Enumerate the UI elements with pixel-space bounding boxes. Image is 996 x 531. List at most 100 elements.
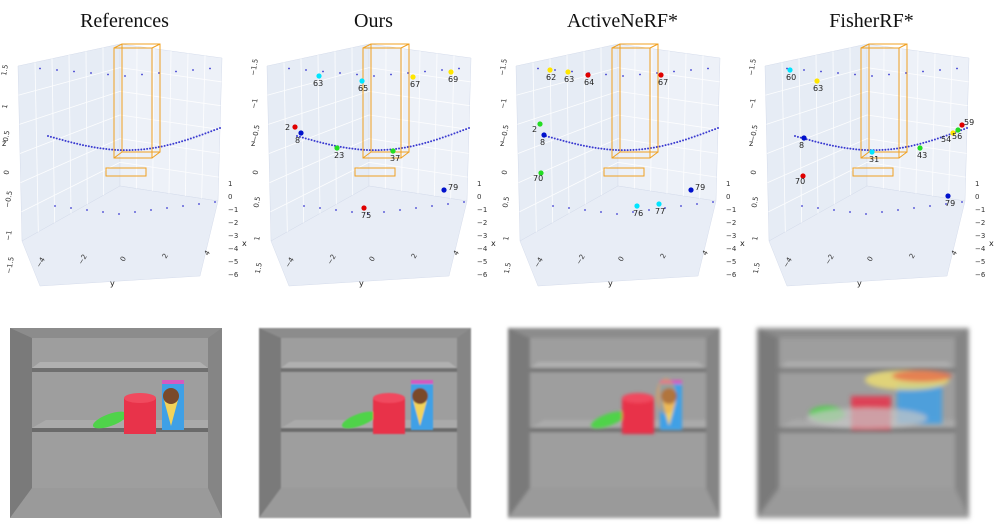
camera-dot — [933, 138, 936, 141]
camera-dot — [670, 142, 673, 145]
camera-dot — [552, 205, 554, 207]
camera-dot — [690, 136, 693, 139]
x-tick-label: −1 — [228, 206, 238, 214]
camera-dot — [415, 144, 418, 147]
selected-view-marker — [359, 78, 365, 84]
scene-bounding-box — [105, 43, 161, 177]
camera-dot — [936, 137, 939, 140]
camera-dot — [55, 137, 58, 140]
camera-dot — [134, 148, 137, 151]
grid-lines — [267, 46, 471, 232]
camera-dot — [102, 211, 104, 213]
floor-pane — [768, 185, 966, 287]
y-tick-label: 2 — [161, 252, 170, 260]
camera-dot — [676, 141, 679, 144]
selected-view-label: 77 — [655, 207, 665, 216]
camera-dot — [322, 142, 325, 145]
green-object — [92, 411, 128, 429]
camera-dot — [887, 148, 890, 151]
camera-dot — [58, 138, 61, 141]
camera-dot — [70, 207, 72, 209]
camera-dot — [616, 213, 618, 215]
camera-dot — [854, 73, 856, 76]
z-tick-label: −1 — [499, 98, 509, 110]
camera-dot — [584, 209, 586, 211]
camera-dot — [351, 147, 354, 150]
scene-objects — [341, 380, 433, 434]
camera-dot — [465, 128, 468, 131]
column-title-references: References — [80, 10, 169, 32]
camera-dot — [356, 73, 358, 76]
z-tick-label: 1.5 — [752, 262, 762, 274]
camera-dot — [556, 138, 559, 141]
camera-dot — [881, 211, 883, 213]
camera-dot — [826, 143, 829, 146]
camera-dot — [833, 209, 835, 211]
camera-dot — [335, 209, 337, 211]
camera-dot — [305, 69, 307, 71]
camera-dot — [655, 146, 658, 149]
camera-dot — [395, 147, 398, 150]
camera-dot — [186, 138, 189, 141]
camera-dot — [537, 67, 539, 70]
camera-dot — [198, 203, 200, 205]
camera-dot — [667, 143, 670, 146]
x-tick-label: −5 — [726, 258, 736, 266]
x-tick-label: 0 — [975, 193, 979, 201]
selected-view-marker — [585, 72, 591, 78]
camera-dot — [843, 146, 846, 149]
camera-dot — [374, 149, 377, 152]
z-axis-label: z — [251, 139, 255, 148]
camera-dot — [421, 142, 424, 145]
camera-dot — [661, 144, 664, 147]
camera-dot — [304, 137, 307, 140]
camera-dot — [81, 144, 84, 147]
selected-view-label: 63 — [813, 84, 823, 93]
y-tick-label: 4 — [452, 249, 461, 257]
camera-dot — [49, 135, 52, 138]
render-svg — [259, 328, 471, 518]
z-tick-label: 0.5 — [501, 196, 511, 208]
camera-dot — [441, 69, 443, 71]
camera-dot — [189, 137, 192, 140]
selected-view-label: 2 — [285, 123, 290, 132]
selected-view-marker — [787, 67, 793, 73]
red-cup — [373, 393, 405, 403]
camera-dot — [386, 148, 389, 151]
z-tick-label: −0.5 — [251, 124, 262, 142]
z-tick-label: 1 — [502, 236, 511, 242]
camera-dot — [301, 136, 304, 139]
camera-dot — [945, 134, 948, 137]
camera-dot — [858, 148, 861, 151]
camera-dot — [288, 67, 290, 70]
camera-dot — [430, 140, 433, 143]
camera-dot — [811, 139, 814, 142]
grid-lines — [516, 46, 720, 232]
camera-dot — [86, 209, 88, 211]
camera-dot — [714, 128, 717, 131]
camera-dot — [794, 135, 796, 137]
x-tick-label: −2 — [975, 219, 985, 227]
grid-lines — [765, 46, 969, 232]
scene-objects — [807, 370, 952, 430]
camera-dot — [647, 147, 650, 150]
y-tick-label: 4 — [701, 249, 710, 257]
selected-view-marker — [292, 124, 298, 130]
camera-dot — [799, 136, 802, 139]
camera-dot — [680, 205, 682, 207]
camera-dot — [617, 149, 620, 152]
camera-dot — [871, 75, 873, 77]
camera-dot — [929, 205, 931, 207]
camera-dot — [184, 139, 187, 142]
camera-positions — [537, 67, 719, 215]
x-tick-label: 1 — [477, 180, 481, 188]
camera-dot — [639, 73, 641, 76]
camera-dot — [913, 144, 916, 147]
z-tick-label: 0.5 — [2, 130, 12, 142]
camera-dot — [881, 148, 884, 151]
x-tick-label: −3 — [477, 232, 487, 240]
camera-dot — [711, 129, 714, 132]
z-axis-label: z — [749, 139, 753, 148]
